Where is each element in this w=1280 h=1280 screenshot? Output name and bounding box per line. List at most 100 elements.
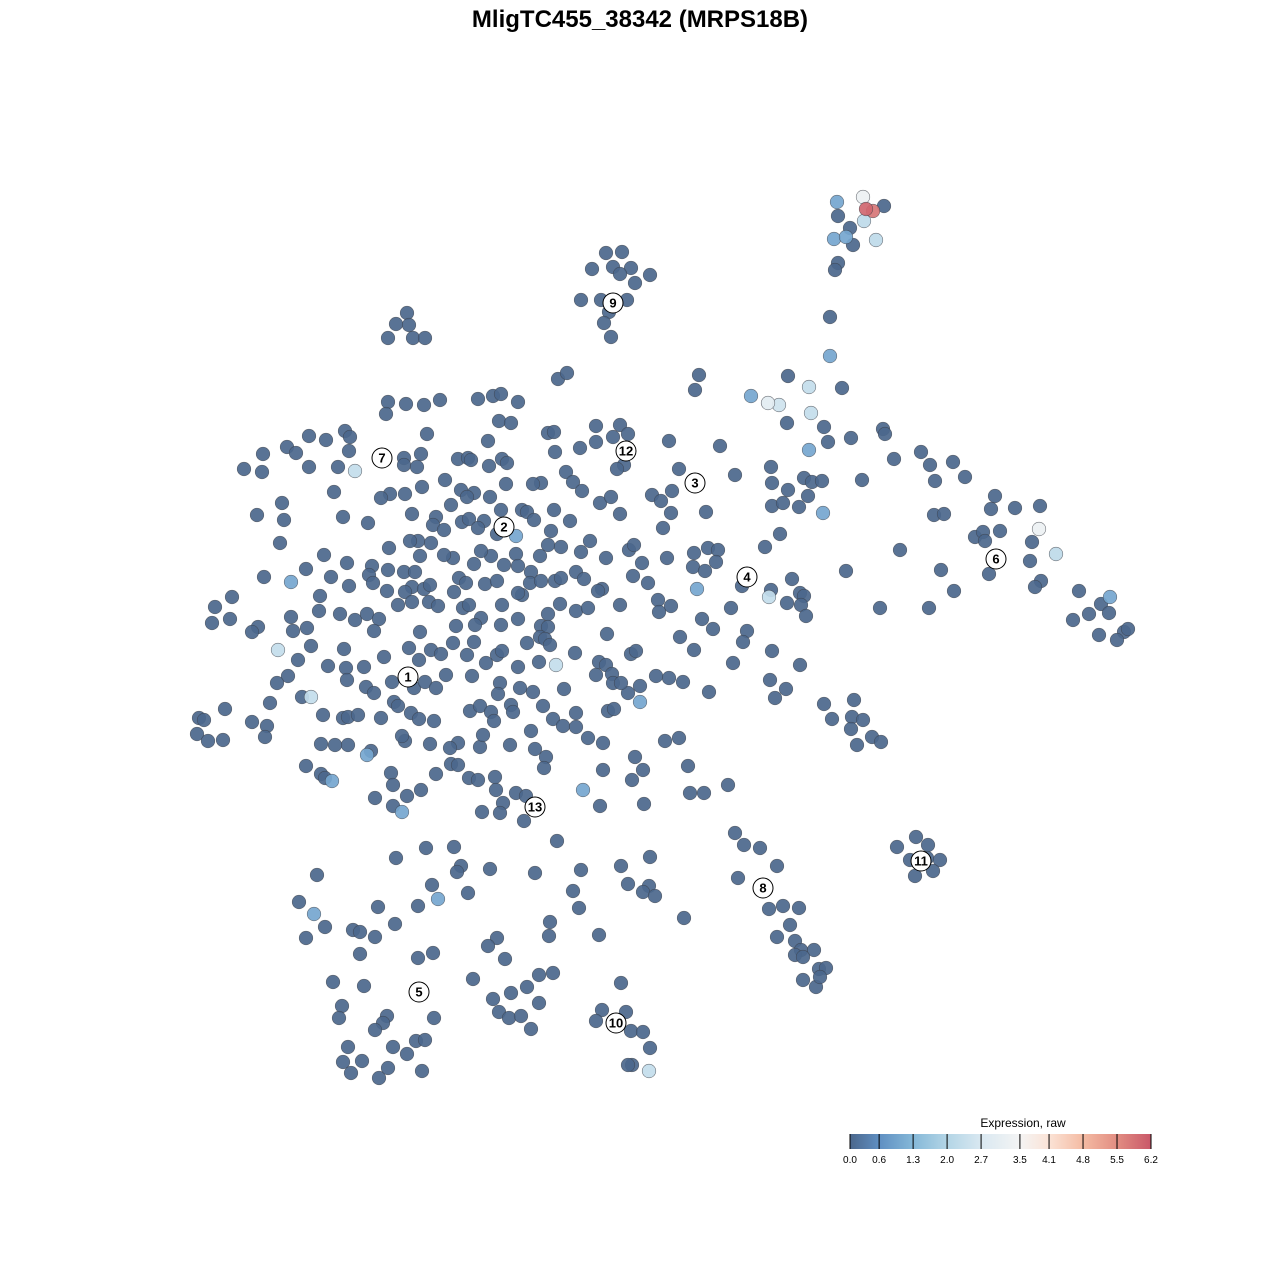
data-point [373,490,389,506]
data-point [336,641,352,657]
data-point [442,740,458,756]
data-point [398,396,414,412]
data-point [402,533,418,549]
data-point [983,501,999,517]
data-point [829,194,845,210]
data-point [350,707,366,723]
data-point [800,488,816,504]
data-point [769,858,785,874]
data-point [1065,612,1081,628]
data-point [873,734,889,750]
data-point [647,888,663,904]
data-point [892,542,908,558]
data-point [367,1022,383,1038]
data-point [760,395,776,411]
data-point [256,569,272,585]
data-point [516,813,532,829]
colorbar-tick-label: 3.5 [1013,1155,1027,1166]
data-point [572,440,588,456]
data-point [657,733,673,749]
data-point [446,584,462,600]
data-point [908,829,924,845]
data-point [491,413,507,429]
data-point [399,788,415,804]
data-point [627,749,643,765]
data-point [592,495,608,511]
data-point [487,769,503,785]
data-point [505,704,521,720]
data-point [482,489,498,505]
data-point [769,929,785,945]
data-point [496,557,512,573]
data-point [470,391,486,407]
cluster-label-text: 5 [415,985,422,1000]
cluster-label-text: 12 [619,444,633,459]
cluster-label-badge [371,447,393,469]
data-point [513,1008,529,1024]
data-point [523,723,539,739]
cluster-label-text: 7 [378,451,385,466]
data-point [417,674,433,690]
colorbar-tick-label: 1.3 [906,1155,920,1166]
data-point [464,668,480,684]
data-point [623,260,639,276]
cluster-label-4: 4 [736,566,758,588]
data-point [594,1002,610,1018]
data-point [326,484,342,500]
data-point [584,261,600,277]
data-point [642,849,658,865]
data-point [532,548,548,564]
data-point [698,504,714,520]
data-point [780,368,796,384]
data-point [627,275,643,291]
cluster-label-text: 1 [404,670,411,685]
data-point [592,798,608,814]
data-point [694,611,710,627]
data-point [414,479,430,495]
data-point [1024,534,1040,550]
data-point [820,434,836,450]
data-point [519,635,535,651]
data-point [417,1032,433,1048]
data-point [1007,500,1023,516]
data-point [379,583,395,599]
data-point [446,839,462,855]
data-point [609,461,625,477]
data-point [886,451,902,467]
data-point [795,949,811,965]
data-point [283,609,299,625]
data-point [327,737,343,753]
data-point [366,623,382,639]
cluster-label-badge [985,548,1007,570]
data-point [913,444,929,460]
data-point [588,667,604,683]
data-point [595,762,611,778]
data-point [778,681,794,697]
data-point [404,594,420,610]
data-point [691,367,707,383]
data-point [465,971,481,987]
data-point [568,705,584,721]
data-point [519,979,535,995]
data-point [309,867,325,883]
data-point [352,946,368,962]
data-point [775,898,791,914]
data-point [510,659,526,675]
data-point [458,575,474,591]
colorbar-tick-label: 0.6 [872,1155,886,1166]
data-point [575,782,591,798]
data-point [723,600,739,616]
cluster-label-text: 9 [609,296,616,311]
data-point [489,930,505,946]
data-point [472,739,488,755]
data-point [661,433,677,449]
data-point [612,266,628,282]
data-point [843,430,859,446]
data-point [545,711,561,727]
data-point [603,489,619,505]
data-point [460,885,476,901]
data-point [843,721,859,737]
data-point [598,550,614,566]
data-point [189,726,205,742]
data-point [412,624,428,640]
